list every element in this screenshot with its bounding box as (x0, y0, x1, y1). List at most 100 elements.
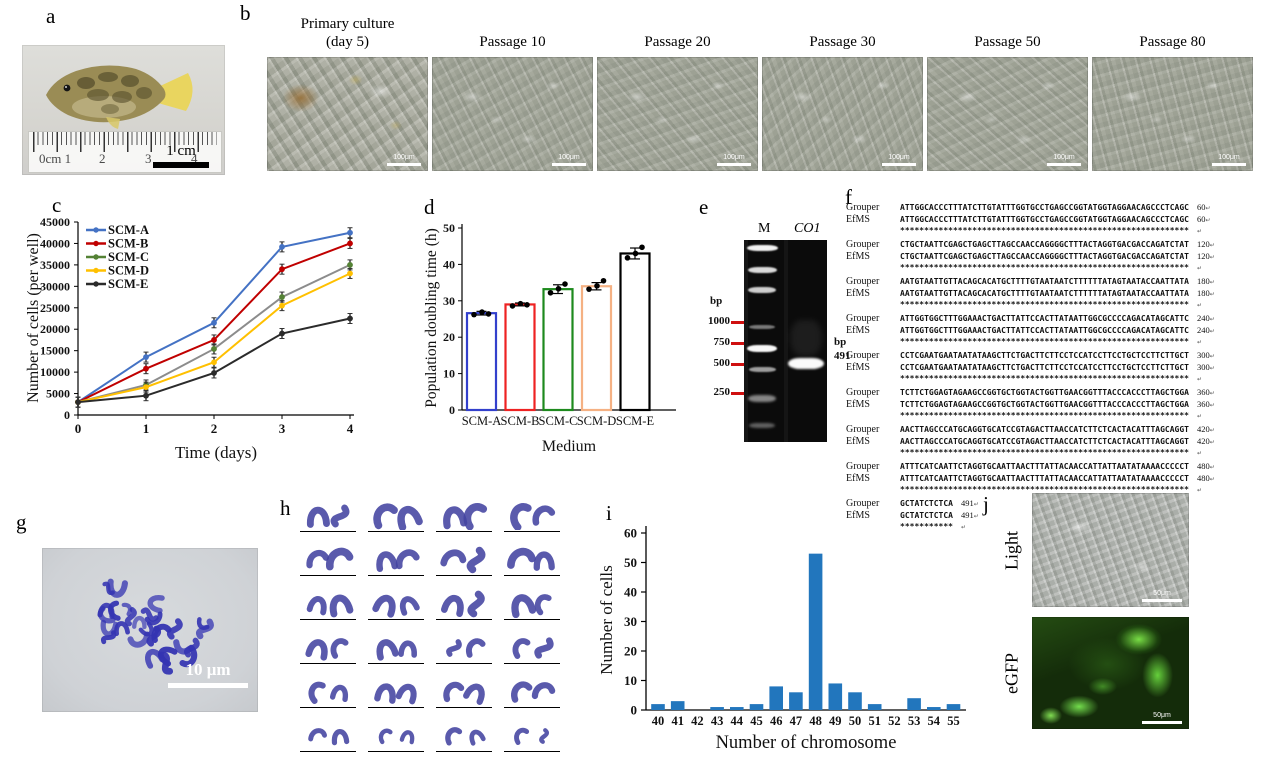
alignment-sequence-row: EfMS TCTTCTGGAGTAGAAGCCGGTGCTGGTACTGGTTGA… (846, 398, 1258, 412)
ruler-ticks-major (33, 132, 217, 152)
alignment-match-row: ****************************************… (846, 374, 1258, 386)
passage-title-line: Passage 10 (479, 34, 546, 51)
scale-text: 100μm (393, 154, 415, 162)
karyotype-grid (294, 488, 566, 752)
species-name: Grouper (846, 313, 880, 324)
chromosome (147, 595, 165, 614)
chromosome (395, 549, 420, 570)
position-number: 180 (1196, 276, 1210, 286)
pair-underline (504, 575, 560, 576)
chromosome (400, 596, 420, 616)
position-number: 360 (1196, 398, 1210, 409)
position-number: 360 (1196, 387, 1210, 397)
karyotype-cell (294, 532, 362, 576)
passage-image: 100μm (432, 57, 593, 171)
x-category-label: 50 (849, 714, 862, 728)
chromosome-pair (376, 549, 420, 572)
passage-image: 100μm (267, 57, 428, 171)
replicate-dot (517, 300, 524, 307)
y-tick-label: 15000 (40, 344, 70, 358)
x-category-label: SCM-C (539, 414, 578, 428)
bar-outline (619, 252, 651, 412)
bp-unit-left: bp (710, 295, 723, 307)
return-mark: ↵ (1196, 229, 1203, 235)
x-tick-label: 1 (143, 421, 150, 436)
data-point (75, 399, 81, 406)
bar-50 (848, 692, 862, 710)
x-category-label: 53 (908, 714, 921, 728)
return-mark: ↵ (1209, 402, 1215, 409)
bar-47 (789, 692, 803, 710)
panel-d-label: d (424, 195, 435, 219)
sequence-text: ATTGGCACCCTTTATCTTGTATTTGGTGCCTGAGCCGGTA… (900, 214, 1189, 224)
alignment-sequence-row: Grouper AACTTAGCCCATGCAGGTGCATCCGTAGACTTA… (846, 424, 1258, 437)
scale-text: 100μm (1053, 154, 1075, 162)
gel-panel: M CO1 bp bp 491 1000 750 500 250 (700, 195, 870, 490)
replicate-dot (632, 250, 639, 257)
chromosome (398, 640, 417, 658)
passage-title: Primary culture (day 5) (267, 10, 428, 52)
chromosome (510, 503, 532, 530)
return-mark: ↵ (1209, 354, 1215, 360)
y-tick-label: 10000 (40, 365, 70, 379)
species-name: EfMS (846, 250, 870, 262)
sequence-text: CTGCTAATTCGAGCTGAGCTTAGCCAACCAGGGGCTTTAC… (900, 251, 1189, 261)
return-mark: ↵ (960, 525, 967, 531)
bar-SCM-A (465, 309, 498, 412)
photo-scale-bar: 1 cm (142, 143, 220, 168)
chromosome-pair (306, 594, 354, 618)
position-number: 300 (1196, 350, 1210, 360)
x-axis-title: Time (days) (175, 443, 257, 462)
karyotype-cell (430, 576, 498, 620)
return-mark: ↵ (1209, 280, 1215, 286)
alignment-match-row: ****************************************… (846, 226, 1258, 238)
panel-b-label: b (240, 1, 251, 25)
alignment-block: Grouper GCTATCTCTCA 491 ↵ EfMS GCTATCTCTCA 491… (846, 498, 1258, 534)
bar-SCM-E (619, 244, 651, 412)
karyotype-cell (430, 532, 498, 576)
x-tick-label: 2 (211, 421, 218, 436)
data-point (347, 270, 353, 277)
y-tick-label: 0 (449, 403, 455, 417)
data-point (279, 330, 285, 337)
pair-underline (368, 751, 424, 752)
x-category-label: 55 (947, 714, 960, 728)
position-number: 480 (1196, 461, 1210, 471)
ladder-band (748, 267, 777, 273)
chromosome (114, 621, 130, 637)
chromosome-pair (374, 683, 417, 705)
y-tick-label: 40 (443, 257, 455, 271)
data-point (279, 302, 285, 309)
alignment-block: Grouper ATTGGCACCCTTTATCTTGTATTTGGTGCCTGA… (846, 202, 1258, 238)
fish-photo: 0cm 1 2 3 4 1 cm (22, 45, 225, 175)
pair-underline (300, 751, 356, 752)
chromosome (100, 619, 119, 637)
ladder-marker-dash (731, 321, 744, 324)
chromosome-pair (308, 681, 349, 704)
karyotype-cell (498, 488, 566, 532)
doubling-time-chart: 0 10 20 30 40 50 SCM-A SCM-B SCM-C SCM-D SCM-E Medi… (424, 221, 676, 455)
chromosome-pair (446, 638, 486, 658)
y-tick-label: 40000 (40, 236, 70, 250)
alignment-block: Grouper ATTGGTGGCTTTGGAAACTGACTTATTCCACTT… (846, 313, 1258, 349)
chromosome (443, 506, 468, 530)
data-point (211, 359, 217, 366)
chromosome (511, 594, 537, 618)
data-point (279, 266, 285, 273)
y-tick-label: 20 (624, 644, 637, 659)
x-tick-label: 4 (347, 421, 354, 436)
alignment-sequence-row: Grouper CCTCGAATGAATAATATAAGCTTCTGACTTCTT… (846, 350, 1258, 363)
return-mark: ↵ (973, 502, 979, 508)
passage-title-line: Passage 20 (644, 34, 711, 51)
pair-underline (436, 707, 492, 708)
match-stars: ****************************************… (900, 411, 1189, 420)
sequence-text: AATGTAATTGTTACAGCACATGCTTTTGTAATAATCTTTT… (900, 288, 1189, 298)
replicate-dot (547, 289, 554, 296)
karyotype-cell (294, 488, 362, 532)
chromosome-pair (378, 728, 415, 745)
return-mark: ↵ (1205, 217, 1211, 224)
bar-44 (730, 707, 744, 710)
chromosome (306, 549, 330, 569)
light-image: 50μm (1032, 493, 1189, 607)
